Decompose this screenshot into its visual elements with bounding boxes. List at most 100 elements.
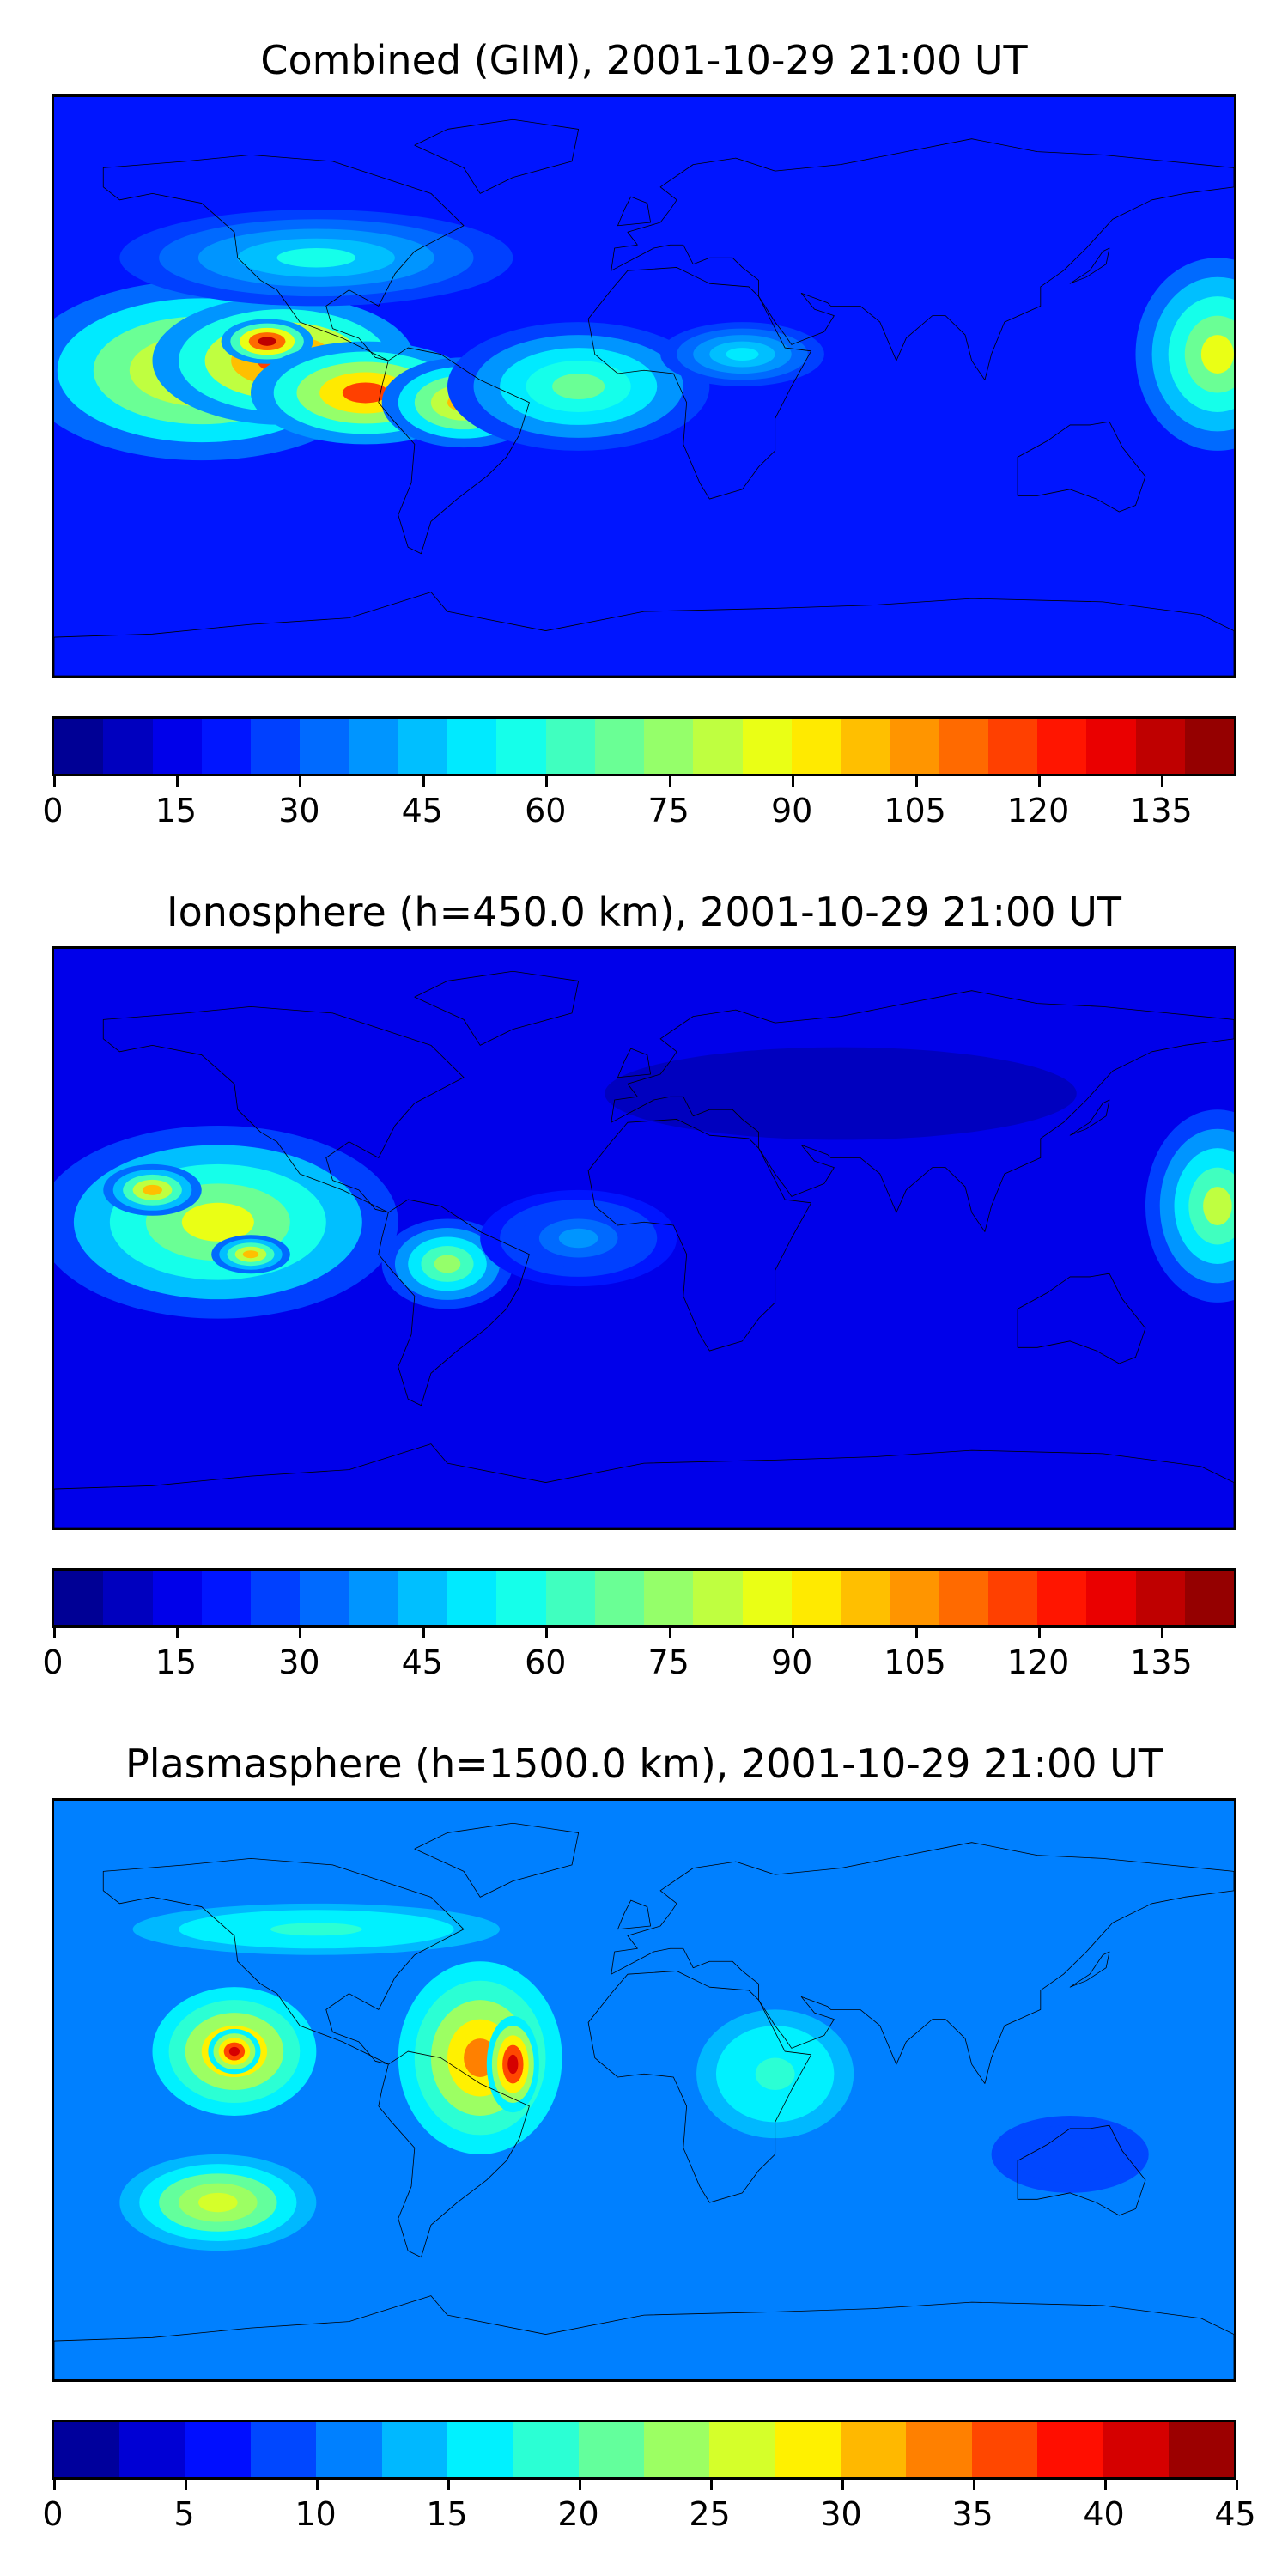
- panel-2-map-svg: [54, 949, 1234, 1528]
- coastline-6: [54, 1444, 1234, 1528]
- colorbar-tick: [422, 776, 425, 787]
- panel-1-map-svg: [54, 97, 1234, 676]
- colorbar-segment: [545, 719, 595, 774]
- colorbar-tick-label: 45: [401, 1643, 443, 1681]
- colorbar-tick: [299, 776, 302, 787]
- contour-blob-3-4: [342, 382, 389, 404]
- colorbar-tick-label: 45: [1214, 2495, 1256, 2533]
- colorbar-segment: [939, 1571, 988, 1625]
- colorbar-segment: [906, 2422, 972, 2477]
- colorbar-tick: [1038, 776, 1041, 787]
- coastline-8: [1070, 248, 1109, 283]
- panel-3-colorbar-ticks: 0 5 10 15 20 25 30 35 40 45: [42, 2480, 1256, 2533]
- colorbar-tick: [1161, 1628, 1164, 1638]
- colorbar-segment: [742, 719, 792, 774]
- colorbar-tick: [447, 2480, 450, 2490]
- coastline-8: [1070, 1952, 1109, 1987]
- colorbar-segment: [643, 2422, 710, 2477]
- colorbar-tick: [52, 776, 56, 787]
- colorbar-segment: [201, 719, 251, 774]
- contour-blob-7-4: [276, 247, 356, 268]
- colorbar-tick-label: 20: [557, 2495, 599, 2533]
- coastline-0: [103, 1858, 464, 2064]
- colorbar-tick: [545, 776, 549, 787]
- colorbar-segment: [987, 719, 1037, 774]
- colorbar-segment: [54, 2422, 120, 2477]
- contour-blob-4-4: [197, 2192, 238, 2213]
- colorbar-segment: [185, 2422, 251, 2477]
- colorbar-tick-label: 5: [173, 2495, 195, 2533]
- colorbar-tick-label: 105: [884, 792, 946, 829]
- colorbar-tick-label: 15: [155, 1643, 197, 1681]
- colorbar-tick: [175, 776, 179, 787]
- colorbar-segment: [791, 1571, 841, 1625]
- coastline-4: [611, 1843, 1234, 2084]
- colorbar-segment: [775, 2422, 841, 2477]
- colorbar-segment: [1168, 2422, 1234, 2477]
- colorbar-segment: [971, 2422, 1037, 2477]
- colorbar-segment: [1086, 719, 1136, 774]
- contour-blob-5-4: [552, 374, 605, 399]
- colorbar-tick-label: 15: [155, 792, 197, 829]
- colorbar-segment: [349, 1571, 398, 1625]
- colorbar-tick-label: 0: [42, 1643, 64, 1681]
- coastline-0: [103, 155, 464, 361]
- colorbar-tick: [1038, 1628, 1041, 1638]
- coastline-4: [611, 991, 1234, 1232]
- colorbar-segment: [1036, 2422, 1103, 2477]
- contour-blob-3-4: [507, 2054, 519, 2075]
- colorbar-segment: [841, 1571, 890, 1625]
- contour-blob-1-4: [143, 1184, 162, 1195]
- colorbar-segment: [1184, 1571, 1234, 1625]
- colorbar-segment: [103, 719, 153, 774]
- colorbar-tick: [972, 2480, 975, 2490]
- colorbar-tick-label: 105: [884, 1643, 946, 1681]
- coastline-7: [617, 197, 650, 226]
- contour-blob-7-4: [1050, 2144, 1091, 2165]
- colorbar-tick: [299, 1628, 302, 1638]
- colorbar-segment: [349, 719, 398, 774]
- coastline-6: [54, 592, 1234, 676]
- contour-blob-5-4: [270, 1923, 362, 1936]
- colorbar-segment: [1037, 1571, 1087, 1625]
- colorbar-tick-label: 30: [278, 1643, 320, 1681]
- colorbar-tick-label: 10: [295, 2495, 337, 2533]
- colorbar-tick: [914, 776, 918, 787]
- colorbar-segment: [447, 719, 497, 774]
- coastline-7: [617, 1048, 650, 1078]
- contour-blob-1-4: [228, 2046, 240, 2057]
- colorbar-tick: [792, 776, 795, 787]
- colorbar-segment: [578, 2422, 644, 2477]
- colorbar-tick: [175, 1628, 179, 1638]
- coastline-1: [379, 2051, 530, 2257]
- contour-blob-6-4: [558, 1228, 598, 1249]
- contour-blob-6-4: [1200, 335, 1234, 374]
- colorbar-tick: [709, 2480, 713, 2490]
- colorbar-segment: [1135, 1571, 1185, 1625]
- colorbar-segment: [513, 2422, 579, 2477]
- coastline-3: [588, 267, 811, 499]
- colorbar-tick: [52, 1628, 56, 1638]
- colorbar-tick-label: 45: [401, 792, 443, 829]
- colorbar-segment: [1184, 719, 1234, 774]
- colorbar-tick-label: 90: [770, 1643, 813, 1681]
- panel-1-title: Combined (GIM), 2001-10-29 21:00 UT: [260, 37, 1028, 83]
- colorbar-segment: [1135, 719, 1185, 774]
- panel-3-map-svg: [54, 1801, 1234, 2379]
- coastline-1: [379, 1200, 530, 1406]
- colorbar-tick-label: 60: [525, 792, 567, 829]
- coastline-3: [588, 1119, 811, 1351]
- colorbar-segment: [300, 1571, 349, 1625]
- colorbar-tick-label: 75: [647, 1643, 690, 1681]
- colorbar-tick-label: 15: [426, 2495, 468, 2533]
- colorbar-segment: [1086, 1571, 1136, 1625]
- panel-1-colorbar-ticks: 0 15 30 45 60 75 90 105 120 135: [42, 776, 1236, 829]
- colorbar-segment: [987, 1571, 1037, 1625]
- colorbar-segment: [742, 1571, 792, 1625]
- contour-blob-6-4: [755, 2057, 795, 2090]
- colorbar-segment: [890, 719, 939, 774]
- colorbar-segment: [939, 719, 988, 774]
- colorbar-segment: [119, 2422, 185, 2477]
- colorbar-segment: [594, 1571, 644, 1625]
- colorbar-segment: [693, 719, 743, 774]
